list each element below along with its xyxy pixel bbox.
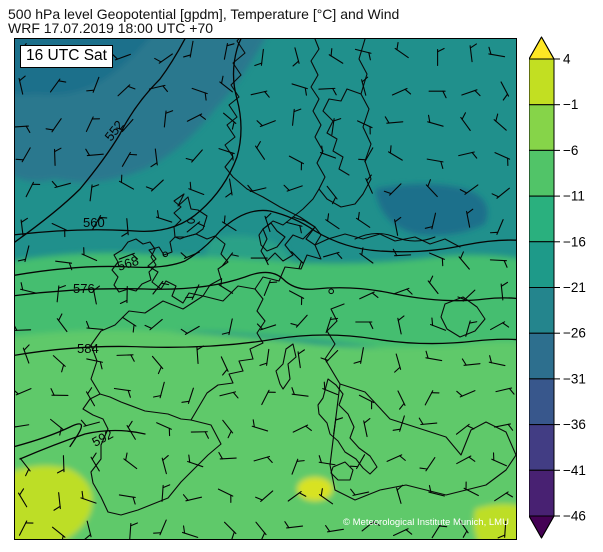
svg-text:−41: −41 [563, 463, 586, 478]
svg-text:−36: −36 [563, 417, 586, 432]
svg-text:−21: −21 [563, 280, 586, 295]
svg-text:−6: −6 [563, 143, 578, 158]
svg-text:576: 576 [73, 281, 95, 296]
svg-text:−26: −26 [563, 326, 586, 341]
svg-text:−31: −31 [563, 371, 586, 386]
svg-text:−46: −46 [563, 509, 586, 524]
svg-text:−11: −11 [563, 189, 585, 204]
svg-text:−16: −16 [563, 234, 586, 249]
svg-text:4: 4 [563, 52, 571, 67]
svg-text:584: 584 [77, 341, 99, 356]
svg-text:−1: −1 [563, 97, 578, 112]
